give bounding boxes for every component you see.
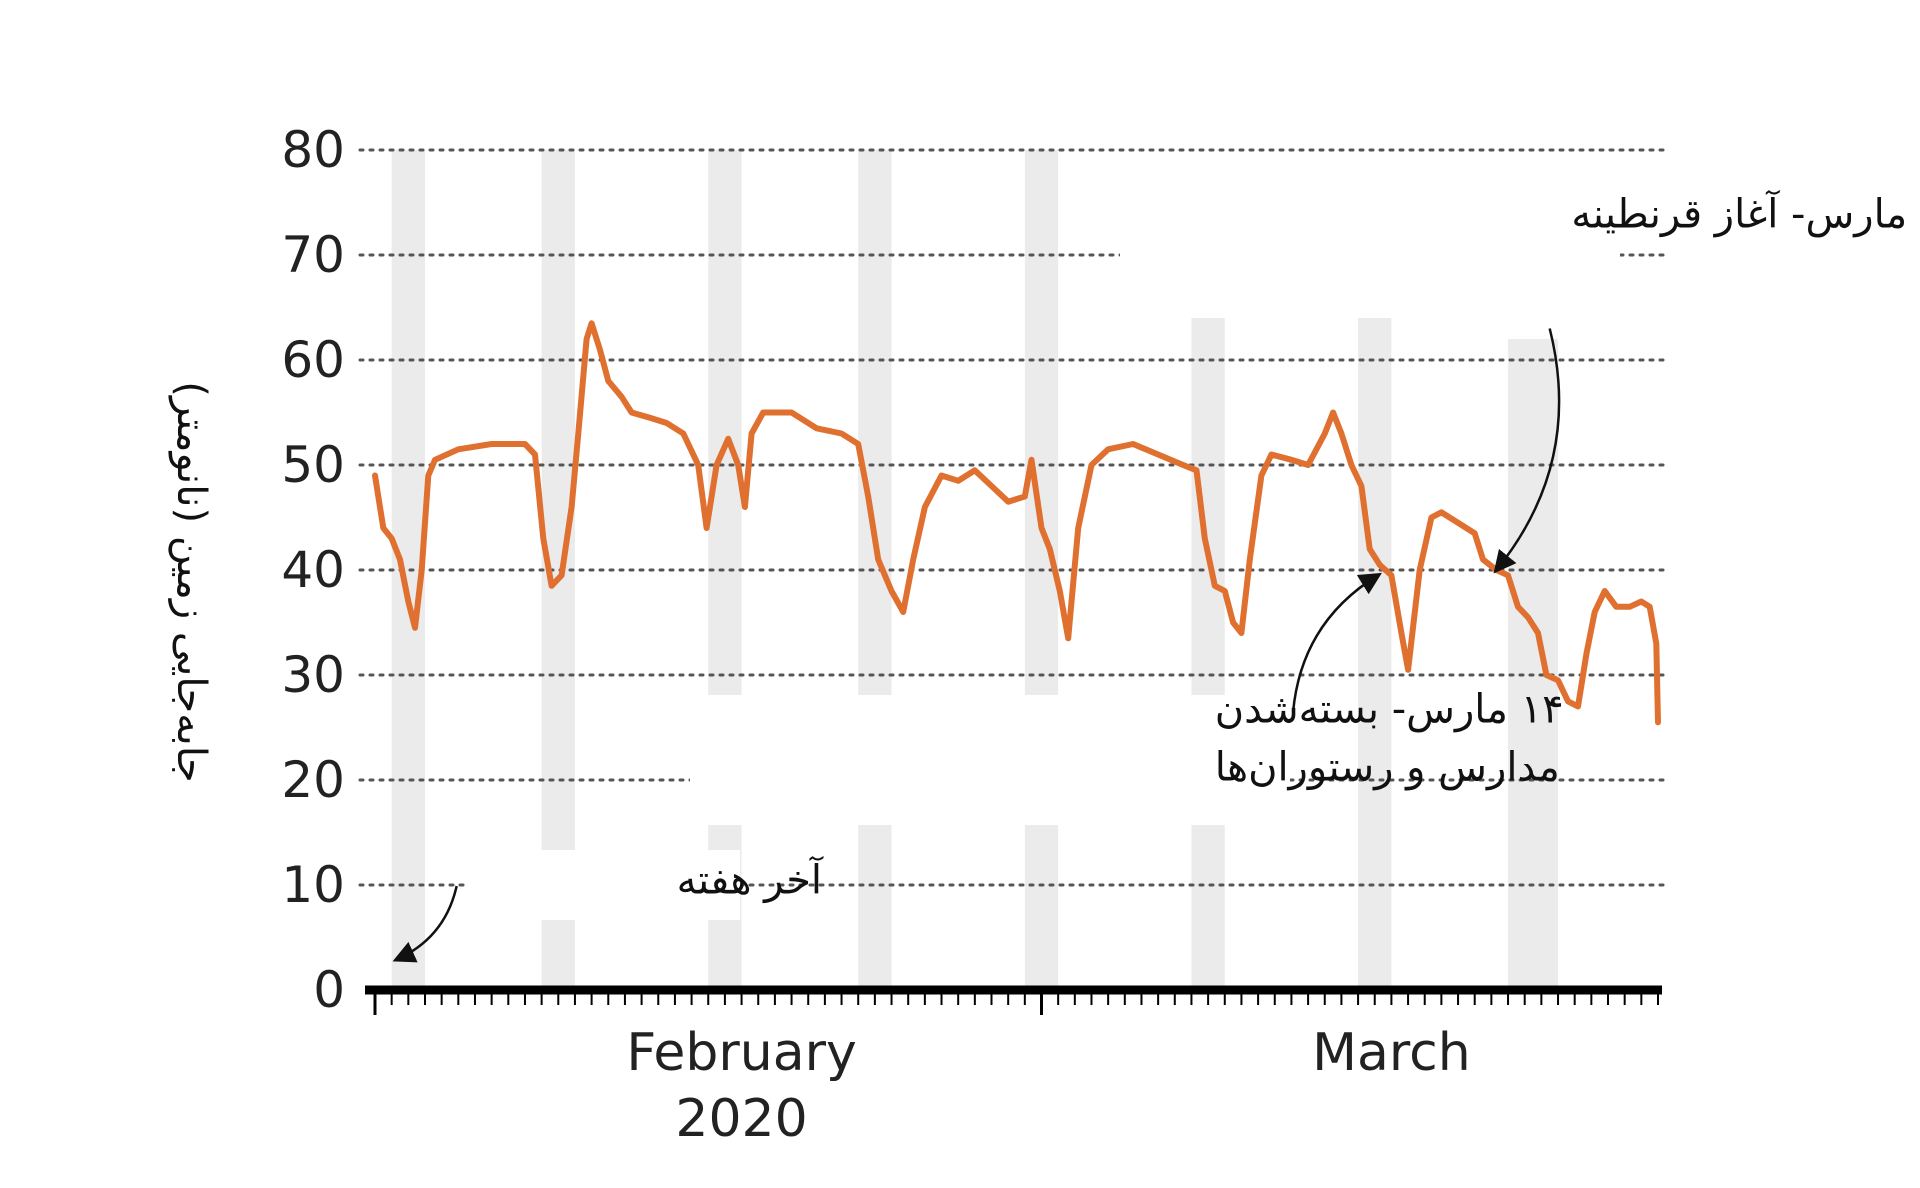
x-tick-label-0-0: February <box>626 1023 856 1083</box>
annotations: ۱۸ مارس- آغاز قرنطینه ۱۴ مارس- بسته‌شدن مد… <box>392 190 1920 963</box>
y-tick-label-60: 60 <box>281 331 345 389</box>
y-axis-ticks: 0 10 20 30 40 50 60 70 80 <box>281 121 345 1019</box>
annotation-quarantine-text-0: ۱۸ مارس- آغاز قرنطینه <box>1571 190 1920 238</box>
weekend-band-5 <box>1191 318 1225 990</box>
series-group <box>372 320 1661 726</box>
y-tick-label-0: 0 <box>313 961 345 1019</box>
x-tick-label-0-1: 2020 <box>675 1089 807 1149</box>
annot-bg-schools <box>690 695 1290 825</box>
y-tick-label-80: 80 <box>281 121 345 179</box>
y-tick-label-10: 10 <box>281 856 345 914</box>
y-tick-label-30: 30 <box>281 646 345 704</box>
gridlines <box>358 148 1672 920</box>
y-tick-label-70: 70 <box>281 226 345 284</box>
weekend-band-7 <box>1508 339 1559 990</box>
annot-bg-quarantine <box>1120 210 1620 280</box>
annotation-schools-arrow <box>1291 572 1382 712</box>
annotation-weekend-text-0: آخر هفته <box>677 855 824 903</box>
annotation-schools-text-0: ۱۴ مارس- بسته‌شدن <box>1215 686 1564 732</box>
y-tick-label-50: 50 <box>281 436 345 494</box>
y-tick-label-20: 20 <box>281 751 345 809</box>
series-line-0 <box>372 320 1661 726</box>
annotation-weekend-arrow <box>392 885 458 963</box>
y-tick-label-40: 40 <box>281 541 345 599</box>
annot-bg-weekend <box>465 850 740 920</box>
x-tick-label-1-0: March <box>1312 1023 1471 1083</box>
y-axis-label: جابه‌جایی زمین (نانومتر) <box>168 381 214 782</box>
weekend-band-6 <box>1358 318 1392 990</box>
annotation-schools-text-1: مدارس و رستوران‌ها <box>1215 744 1560 790</box>
annotation-quarantine-arrow <box>1493 328 1561 574</box>
